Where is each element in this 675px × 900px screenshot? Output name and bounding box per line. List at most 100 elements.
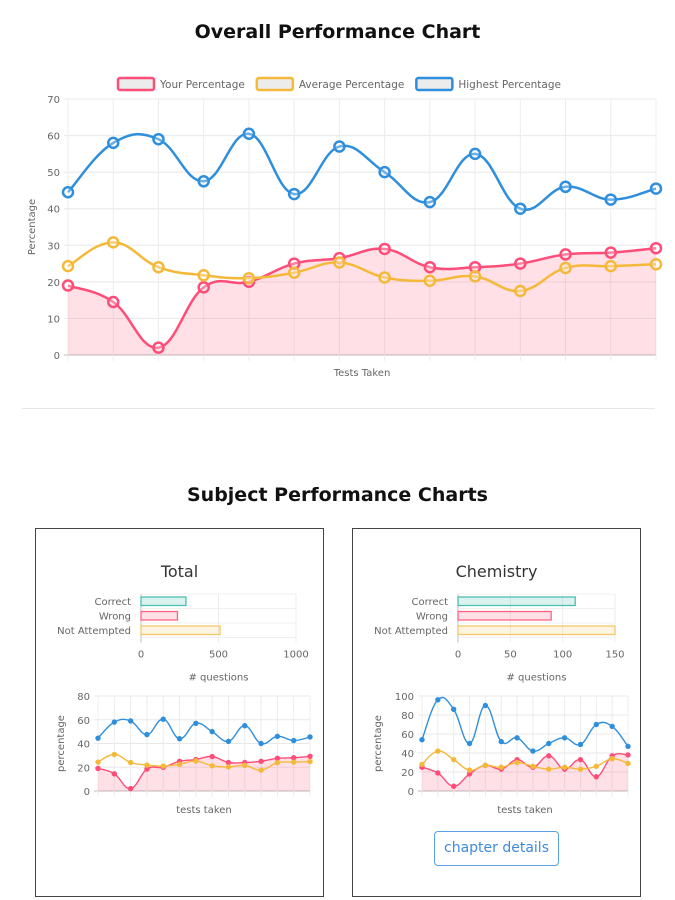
y-axis-label: Percentage: [27, 199, 38, 255]
data-point: [333, 256, 346, 269]
data-point: [242, 271, 256, 285]
y-tick-label: 60: [401, 730, 414, 741]
data-point: [160, 716, 166, 722]
data-point: [152, 341, 165, 354]
data-point: [127, 718, 134, 724]
y-tick-label: 20: [401, 768, 414, 779]
chapter-details-button[interactable]: chapter details: [434, 831, 559, 866]
y-tick-label: 20: [77, 763, 90, 774]
data-point: [378, 165, 391, 179]
data-point: [176, 761, 183, 767]
data-point: [419, 761, 425, 768]
legend-label: Highest Percentage: [458, 79, 561, 91]
bar: [457, 610, 552, 621]
data-point: [127, 759, 134, 766]
series-area: [68, 248, 656, 355]
total-bar-chart: 0 500 1000 Correct Wrong Not Attempted # quest…: [57, 593, 309, 684]
legend-label: Average Percentage: [299, 79, 405, 91]
data-point: [466, 767, 473, 773]
data-point: [274, 760, 281, 766]
page-title: Overall Performance Chart: [194, 21, 481, 43]
data-point: [498, 738, 504, 745]
data-point: [423, 195, 437, 209]
data-point: [559, 248, 572, 261]
data-point: [604, 193, 618, 206]
data-point: [193, 720, 199, 727]
y-tick-label: 0: [54, 351, 60, 362]
data-point: [514, 257, 527, 270]
series-line: [67, 132, 657, 211]
subjects-title: Subject Performance Charts: [186, 484, 488, 506]
data-point: [649, 241, 663, 255]
data-point: [593, 774, 600, 780]
data-point: [482, 762, 489, 769]
data-point: [197, 281, 210, 294]
y-tick-label: 80: [401, 711, 414, 722]
data-point: [450, 706, 457, 712]
series-area: [422, 753, 628, 791]
data-point: [258, 758, 264, 765]
data-point: [307, 758, 313, 765]
data-point: [577, 766, 584, 772]
category-label: Correct: [412, 597, 449, 608]
data-point: [61, 259, 75, 273]
x-tick-label: 150: [605, 650, 624, 661]
data-point: [593, 721, 600, 728]
data-point: [61, 186, 75, 199]
subject-card-total: Total 0 500 1000 Correct Wrong Not Attempted #…: [35, 528, 324, 897]
data-point: [649, 182, 663, 195]
category-label: Wrong: [416, 612, 448, 623]
series-line: [67, 246, 657, 349]
data-point: [106, 136, 120, 150]
data-point: [530, 763, 536, 770]
data-point: [225, 738, 232, 745]
data-point: [609, 723, 615, 730]
data-point: [61, 279, 75, 292]
data-point: [144, 762, 150, 768]
x-tick-label: 0: [138, 650, 144, 661]
data-point: [152, 260, 165, 274]
x-tick-label: 500: [209, 650, 228, 661]
data-point: [111, 771, 118, 777]
data-point: [197, 269, 210, 282]
y-tick-label: 0: [84, 787, 90, 798]
data-point: [209, 763, 215, 769]
y-tick-label: 10: [47, 314, 60, 325]
data-point: [193, 758, 199, 764]
data-point: [514, 735, 520, 741]
data-point: [106, 236, 120, 249]
x-axis-label: # questions: [507, 673, 567, 684]
data-point: [468, 147, 482, 161]
card-title: Total: [160, 562, 199, 581]
overall-performance-chart: 0 10 20 30 40 50 60 70 Tests Taken Percentage Your…: [27, 76, 663, 379]
divider: [22, 408, 655, 409]
legend-swatch: [116, 76, 156, 92]
y-tick-label: 40: [77, 740, 90, 751]
subject-card-chemistry: Chemistry 0 50 100 150 Correct Wrong Not Attem…: [352, 528, 641, 897]
data-point: [290, 737, 297, 744]
bar: [140, 596, 187, 607]
y-tick-label: 50: [47, 168, 60, 179]
data-point: [290, 759, 297, 765]
data-point: [127, 785, 134, 792]
data-point: [593, 763, 600, 770]
data-point: [95, 735, 101, 741]
x-tick-label: 100: [553, 650, 572, 661]
data-point: [530, 748, 536, 754]
data-point: [307, 734, 313, 740]
data-point: [466, 740, 473, 747]
data-point: [561, 735, 568, 741]
data-point: [333, 140, 346, 153]
data-point: [419, 737, 425, 743]
x-axis-label: tests taken: [497, 805, 553, 816]
y-tick-label: 60: [47, 132, 60, 143]
data-point: [423, 274, 437, 288]
data-point: [609, 756, 615, 762]
data-point: [498, 764, 504, 770]
chemistry-bar-chart: 0 50 100 150 Correct Wrong Not Attempted # ques…: [374, 593, 625, 684]
data-point: [514, 284, 527, 298]
x-tick-label: 50: [504, 650, 517, 661]
data-point: [152, 132, 165, 146]
y-tick-label: 20: [47, 278, 60, 289]
data-point: [242, 762, 248, 769]
